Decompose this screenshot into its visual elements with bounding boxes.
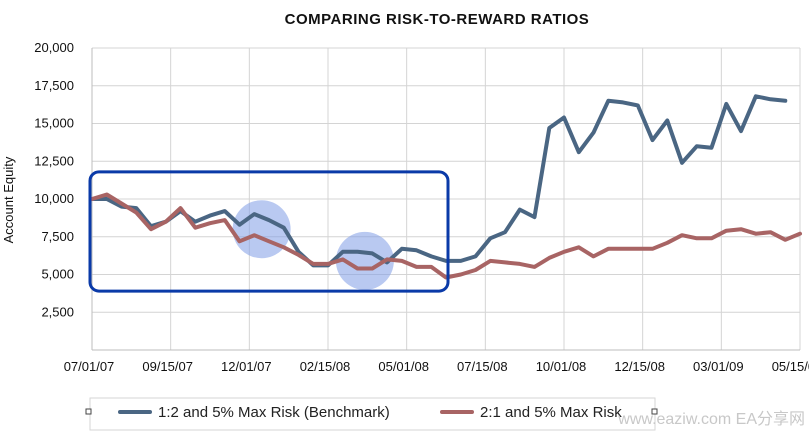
series-line-2-1	[90, 192, 802, 280]
legend-handle-right[interactable]	[651, 408, 658, 415]
y-tick-label: 15,000	[34, 116, 74, 131]
y-tick-label: 12,500	[34, 153, 74, 168]
series-line-benchmark	[90, 94, 788, 268]
y-axis-ticks: 2,500 5,000 7,500 10,000 12,500 15,000 17,500 2…	[34, 40, 74, 319]
y-tick-label: 10,000	[34, 191, 74, 206]
x-tick-label: 07/01/07	[64, 359, 115, 374]
y-tick-label: 20,000	[34, 40, 74, 55]
x-tick-label: 12/01/07	[221, 359, 272, 374]
y-tick-label: 17,500	[34, 78, 74, 93]
legend-handle-left[interactable]	[85, 408, 92, 415]
x-tick-label: 09/15/07	[142, 359, 193, 374]
highlight-rectangle	[88, 170, 450, 293]
chart-title: COMPARING RISK-TO-REWARD RATIOS	[285, 11, 590, 28]
highlight-circle	[232, 200, 291, 259]
legend: 1:2 and 5% Max Risk (Benchmark) 2:1 and …	[85, 397, 658, 431]
y-tick-label: 7,500	[41, 229, 74, 244]
legend-label-2-1: 2:1 and 5% Max Risk	[480, 404, 622, 421]
y-tick-label: 2,500	[41, 304, 74, 319]
y-axis-label: Account Equity	[1, 156, 16, 243]
x-tick-label: 10/01/08	[536, 359, 587, 374]
x-tick-label: 12/15/08	[614, 359, 665, 374]
legend-label-benchmark: 1:2 and 5% Max Risk (Benchmark)	[158, 404, 390, 421]
watermark: www.eaziw.com EA分享网	[617, 410, 805, 428]
x-tick-label: 07/15/08	[457, 359, 508, 374]
series-lines	[88, 94, 802, 293]
grid-lines	[91, 47, 801, 351]
x-tick-label: 02/15/08	[300, 359, 351, 374]
highlight-circle	[335, 231, 394, 290]
x-tick-label: 05/01/08	[378, 359, 429, 374]
x-axis-ticks: 07/01/07 09/15/07 12/01/07 02/15/08 05/01/08…	[64, 359, 809, 374]
x-tick-label: 03/01/09	[693, 359, 744, 374]
x-tick-label: 05/15/09	[772, 359, 809, 374]
y-tick-label: 5,000	[41, 267, 74, 282]
